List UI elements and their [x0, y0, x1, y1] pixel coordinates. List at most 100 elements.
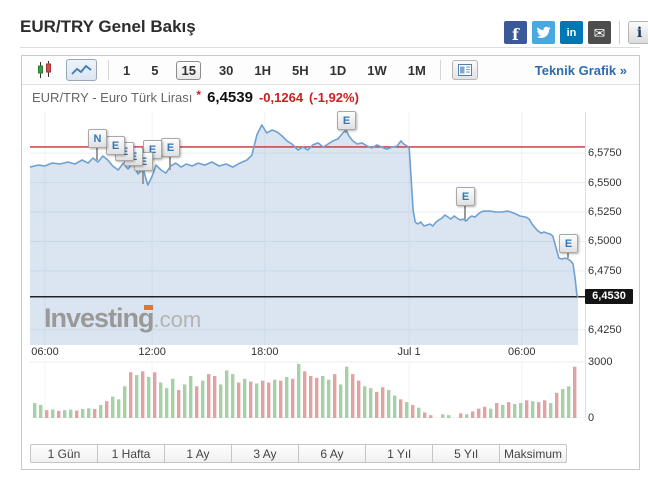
interval-1w[interactable]: 1W	[367, 62, 387, 78]
interval-5[interactable]: 5	[151, 62, 159, 78]
volume-bar	[147, 376, 151, 418]
watermark-text: Investing	[44, 303, 155, 333]
volume-bar	[219, 384, 223, 418]
interval-5h[interactable]: 5H	[292, 62, 309, 78]
volume-bar	[567, 386, 571, 418]
volume-bar	[549, 403, 553, 418]
volume-bar	[261, 380, 265, 418]
volume-bar	[255, 383, 259, 418]
y-axis-label: 6,4250	[588, 323, 622, 336]
period-1-ay[interactable]: 1 Ay	[164, 444, 232, 463]
facebook-icon[interactable]: f	[504, 21, 527, 44]
volume-bar	[117, 399, 121, 418]
last-price: 6,4539	[207, 89, 253, 106]
volume-bar	[327, 379, 331, 418]
volume-bar	[525, 400, 529, 418]
line-chart-button[interactable]	[66, 59, 97, 81]
volume-bar	[309, 376, 313, 418]
volume-bar	[423, 412, 427, 418]
volume-bar	[345, 366, 349, 418]
volume-bar	[45, 410, 49, 418]
interval-1d[interactable]: 1D	[329, 62, 347, 78]
watermark-accent	[144, 305, 153, 310]
price-volume-chart[interactable]	[30, 112, 585, 418]
volume-bar	[213, 376, 217, 418]
toolbar-separator	[439, 60, 441, 80]
volume-bar	[501, 404, 505, 418]
y-axis-label: 6,5750	[588, 147, 622, 160]
volume-max-label: 3000	[588, 356, 613, 368]
volume-bar	[153, 372, 157, 418]
price-area	[30, 124, 578, 346]
volume-bar	[399, 399, 403, 418]
volume-bar	[477, 408, 481, 418]
technical-chart-link[interactable]: Teknik Grafik »	[534, 62, 627, 78]
email-icon[interactable]: ✉	[588, 21, 611, 44]
economic-event-marker[interactable]: E	[106, 136, 125, 155]
chart-widget: 1 5 15 30 1H 5H 1D 1W 1M Teknik Grafik » EUR/TRY…	[21, 55, 640, 470]
volume-bar	[291, 378, 295, 418]
volume-bar	[441, 414, 445, 418]
volume-bar	[51, 409, 55, 418]
period-1-hafta[interactable]: 1 Hafta	[97, 444, 165, 463]
volume-bar	[417, 407, 421, 418]
volume-bar	[237, 382, 241, 418]
volume-bar	[531, 401, 535, 418]
volume-bar	[513, 404, 517, 418]
volume-bar	[357, 380, 361, 418]
volume-bar	[57, 410, 61, 418]
volume-bar	[303, 371, 307, 418]
candlestick-chart-button[interactable]	[32, 59, 58, 81]
period-6-ay[interactable]: 6 Ay	[298, 444, 366, 463]
news-panel-button[interactable]	[451, 60, 478, 80]
volume-bar	[297, 363, 301, 418]
volume-bar	[429, 415, 433, 418]
volume-bar	[285, 376, 289, 418]
volume-bar	[273, 379, 277, 418]
volume-bar	[573, 366, 577, 418]
last-price-tag: 6,4530	[585, 289, 633, 304]
economic-event-marker[interactable]: E	[337, 111, 356, 130]
period-5-y-l[interactable]: 5 Yıl	[432, 444, 500, 463]
interval-1m[interactable]: 1M	[407, 62, 426, 78]
y-axis-label: 6,5500	[588, 176, 622, 189]
period-maksimum[interactable]: Maksimum	[499, 444, 567, 463]
economic-event-marker[interactable]: E	[456, 187, 475, 206]
economic-event-marker[interactable]: E	[161, 138, 180, 157]
volume-bar	[141, 371, 145, 418]
volume-bar	[87, 408, 91, 418]
economic-event-marker[interactable]: E	[559, 234, 578, 253]
interval-1[interactable]: 1	[123, 62, 131, 78]
volume-bar	[159, 382, 163, 418]
volume-bar	[393, 395, 397, 418]
volume-bar	[279, 380, 283, 418]
volume-bar	[201, 380, 205, 418]
period-3-ay[interactable]: 3 Ay	[231, 444, 299, 463]
event-marker-stem	[464, 205, 466, 220]
volume-bar	[81, 409, 85, 418]
volume-bar	[183, 384, 187, 418]
volume-bar	[321, 376, 325, 418]
period-1-g-n[interactable]: 1 Gün	[30, 444, 98, 463]
info-button[interactable]: i	[628, 21, 648, 44]
volume-bar	[69, 409, 73, 418]
period-1-y-l[interactable]: 1 Yıl	[365, 444, 433, 463]
interval-1h[interactable]: 1H	[254, 62, 272, 78]
interval-30[interactable]: 30	[218, 62, 234, 78]
volume-bar	[495, 403, 499, 418]
news-event-marker[interactable]: N	[88, 129, 107, 148]
linkedin-icon[interactable]: in	[560, 21, 583, 44]
volume-bar	[177, 390, 181, 418]
volume-bar	[99, 404, 103, 418]
event-marker-stem	[96, 147, 98, 160]
twitter-icon[interactable]	[532, 21, 555, 44]
volume-bar	[405, 402, 409, 418]
interval-15[interactable]: 15	[176, 60, 201, 80]
volume-bar	[387, 390, 391, 418]
interval-selector: 1 5 15 30 1H 5H 1D 1W 1M	[120, 60, 429, 80]
volume-bar	[315, 377, 319, 418]
volume-bar	[129, 372, 133, 418]
volume-bar	[363, 386, 367, 418]
volume-bar	[543, 400, 547, 418]
